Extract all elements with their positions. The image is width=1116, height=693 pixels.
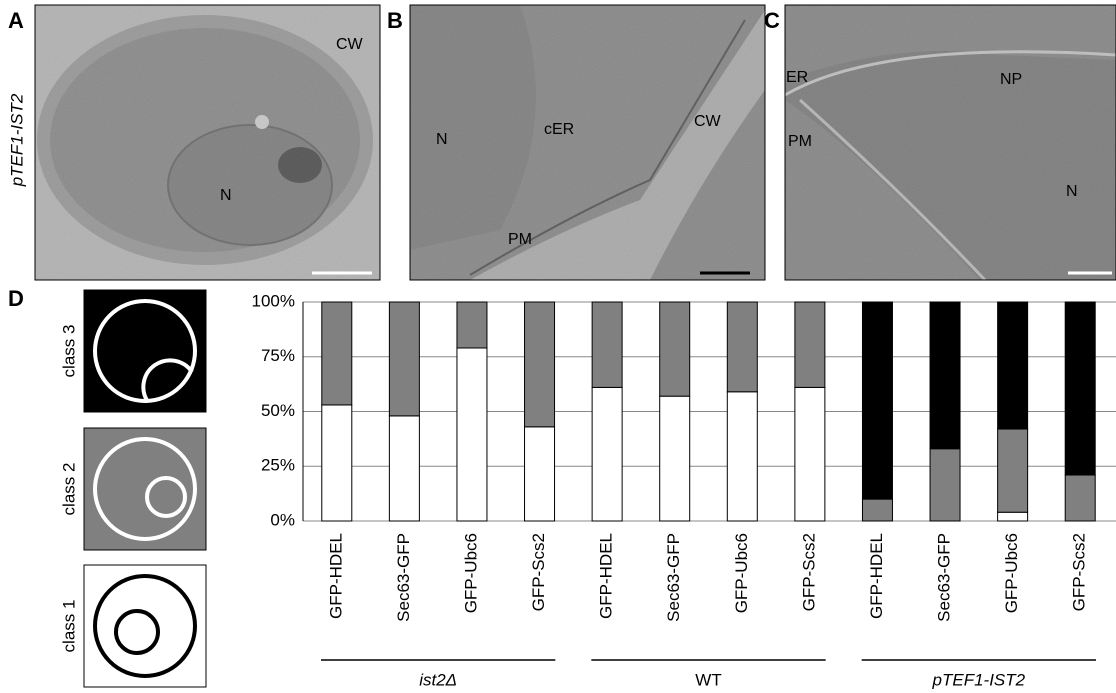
annotation: ER bbox=[786, 69, 808, 86]
annotation: CW bbox=[336, 36, 364, 53]
bar-segment bbox=[929, 301, 961, 450]
bar-segment bbox=[997, 428, 1029, 513]
bar-segment bbox=[591, 301, 623, 388]
bar-segment bbox=[321, 301, 353, 406]
x-tick-label: Sec63-GFP bbox=[935, 533, 954, 622]
x-tick-label: GFP-HDEL bbox=[867, 533, 886, 619]
bar-segment bbox=[388, 415, 420, 522]
legend-icon bbox=[83, 427, 207, 551]
x-tick-label: Sec63-GFP bbox=[394, 533, 413, 622]
legend-icon bbox=[83, 564, 207, 688]
panel-letter: A bbox=[8, 8, 24, 33]
bar-segment bbox=[861, 301, 893, 500]
bar-segment bbox=[1064, 474, 1096, 522]
frame bbox=[34, 4, 381, 281]
bar-segment bbox=[321, 404, 353, 522]
x-tick-label: GFP-HDEL bbox=[326, 533, 345, 619]
x-tick-label: GFP-Scs2 bbox=[529, 533, 548, 611]
bar-segment bbox=[861, 498, 893, 522]
annotation: cER bbox=[544, 121, 574, 138]
bar-segment bbox=[726, 301, 758, 393]
bar-segment bbox=[659, 395, 691, 522]
panel-letter: B bbox=[387, 8, 403, 33]
bar-segment bbox=[726, 391, 758, 522]
bar-segment bbox=[591, 386, 623, 522]
y-tick-label: 100% bbox=[252, 291, 295, 310]
x-tick-label: Sec63-GFP bbox=[664, 533, 683, 622]
annotation: PM bbox=[508, 231, 532, 248]
micrograph-c bbox=[785, 5, 1116, 280]
annotation: NP bbox=[1000, 71, 1022, 88]
bar-segment bbox=[456, 347, 488, 522]
bar-segment bbox=[1064, 301, 1096, 476]
bar-segment bbox=[997, 301, 1029, 430]
annotation: PM bbox=[788, 133, 812, 150]
x-tick-label: GFP-Scs2 bbox=[799, 533, 818, 611]
x-tick-label: GFP-Ubc6 bbox=[732, 533, 751, 613]
y-tick-label: 50% bbox=[261, 401, 295, 420]
x-tick-label: GFP-HDEL bbox=[597, 533, 616, 619]
legend-label: class 2 bbox=[59, 463, 78, 516]
micrograph-b bbox=[410, 5, 765, 280]
annotation: N bbox=[1066, 183, 1078, 200]
legend-icon bbox=[83, 289, 207, 413]
annotation: N bbox=[436, 131, 448, 148]
bar-segment bbox=[929, 448, 961, 522]
group-label: WT bbox=[695, 670, 721, 689]
panel-letter: D bbox=[8, 286, 24, 311]
x-tick-label: GFP-Ubc6 bbox=[1002, 533, 1021, 613]
panel-letter: C bbox=[764, 8, 780, 33]
annotation: CW bbox=[694, 113, 722, 130]
legend-label: class 1 bbox=[59, 600, 78, 653]
bar-segment bbox=[388, 301, 420, 417]
bar-segment bbox=[524, 301, 556, 428]
x-tick-label: GFP-Ubc6 bbox=[461, 533, 480, 613]
x-tick-label: GFP-Scs2 bbox=[1070, 533, 1089, 611]
group-label: ist2Δ bbox=[419, 670, 457, 689]
bar-segment bbox=[794, 301, 826, 388]
side-label: pTEF1-IST2 bbox=[7, 93, 26, 187]
bar-segment bbox=[997, 511, 1029, 522]
y-tick-label: 0% bbox=[270, 510, 295, 529]
y-tick-label: 75% bbox=[261, 346, 295, 365]
group-label: pTEF1-IST2 bbox=[932, 670, 1026, 689]
bar-segment bbox=[456, 301, 488, 349]
micrograph-a bbox=[35, 5, 380, 280]
frame bbox=[409, 4, 766, 281]
bar-segment bbox=[659, 301, 691, 397]
bar-segment bbox=[524, 426, 556, 522]
y-tick-label: 25% bbox=[261, 456, 295, 475]
legend-label: class 3 bbox=[59, 325, 78, 378]
bar-segment bbox=[794, 386, 826, 522]
frame bbox=[784, 4, 1116, 281]
annotation: N bbox=[220, 187, 232, 204]
